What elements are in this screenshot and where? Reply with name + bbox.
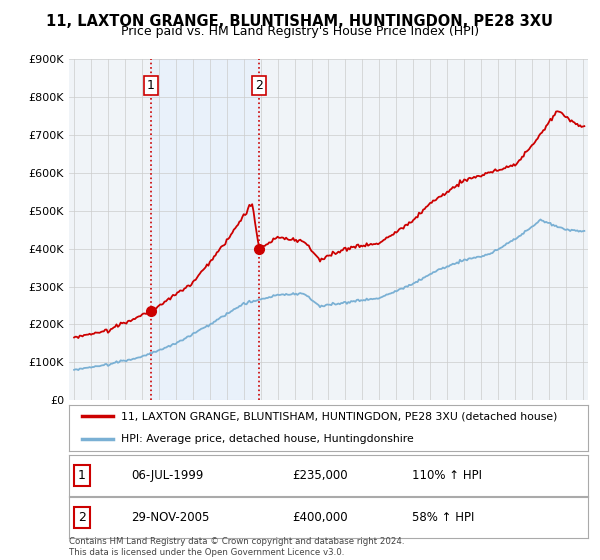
Text: 2: 2 bbox=[255, 79, 263, 92]
Text: 11, LAXTON GRANGE, BLUNTISHAM, HUNTINGDON, PE28 3XU (detached house): 11, LAXTON GRANGE, BLUNTISHAM, HUNTINGDO… bbox=[121, 412, 557, 421]
Text: 1: 1 bbox=[78, 469, 86, 482]
Text: £400,000: £400,000 bbox=[292, 511, 348, 524]
Text: £235,000: £235,000 bbox=[292, 469, 348, 482]
Text: 11, LAXTON GRANGE, BLUNTISHAM, HUNTINGDON, PE28 3XU: 11, LAXTON GRANGE, BLUNTISHAM, HUNTINGDO… bbox=[47, 14, 554, 29]
Text: Price paid vs. HM Land Registry's House Price Index (HPI): Price paid vs. HM Land Registry's House … bbox=[121, 25, 479, 38]
Text: 1: 1 bbox=[146, 79, 155, 92]
Text: HPI: Average price, detached house, Huntingdonshire: HPI: Average price, detached house, Hunt… bbox=[121, 435, 413, 444]
Text: 58% ↑ HPI: 58% ↑ HPI bbox=[412, 511, 474, 524]
Bar bbox=[151, 59, 259, 400]
Text: 2: 2 bbox=[78, 511, 86, 524]
Text: 29-NOV-2005: 29-NOV-2005 bbox=[131, 511, 209, 524]
Text: Contains HM Land Registry data © Crown copyright and database right 2024.
This d: Contains HM Land Registry data © Crown c… bbox=[69, 537, 404, 557]
Text: 06-JUL-1999: 06-JUL-1999 bbox=[131, 469, 203, 482]
Text: 110% ↑ HPI: 110% ↑ HPI bbox=[412, 469, 482, 482]
